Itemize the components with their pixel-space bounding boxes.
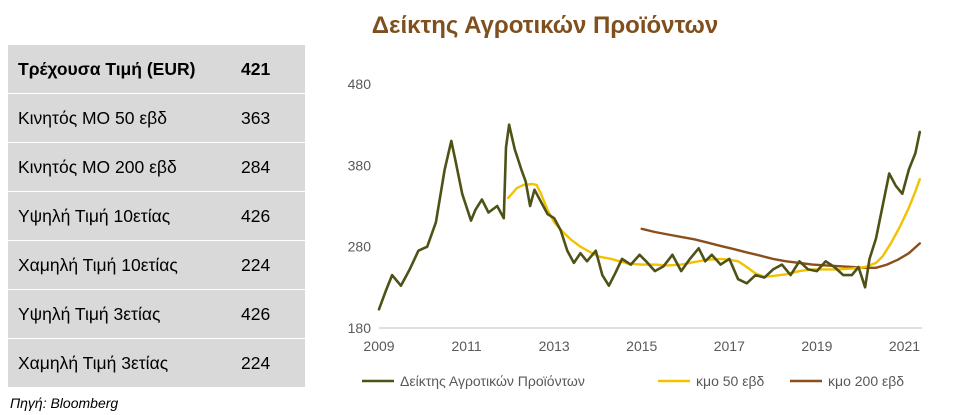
stats-row: Χαμηλή Τιμή 10ετίας 224	[8, 240, 305, 290]
stats-row-label: Κινητός ΜΟ 200 εβδ	[8, 142, 233, 192]
stats-row-value: 284	[233, 142, 305, 192]
stats-row-value: 421	[233, 45, 305, 94]
legend-label: Δείκτης Αγροτικών Προϊόντων	[400, 373, 585, 389]
stats-row-label: Χαμηλή Τιμή 10ετίας	[8, 240, 233, 290]
x-tick-label: 2009	[363, 338, 394, 354]
legend-label: κμο 200 εβδ	[828, 373, 904, 389]
chart-legend: Δείκτης Αγροτικών Προϊόντων κμο 50 εβδ κμο…	[362, 373, 904, 389]
stats-row-label: Υψηλή Τιμή 10ετίας	[8, 191, 233, 241]
stats-row-label: Υψηλή Τιμή 3ετίας	[8, 289, 233, 339]
y-tick-label: 280	[348, 239, 372, 255]
stats-row-value: 224	[233, 338, 305, 388]
series-lines	[377, 123, 922, 311]
stats-row: Υψηλή Τιμή 3ετίας 426	[8, 289, 305, 339]
stats-row-label: Χαμηλή Τιμή 3ετίας	[8, 338, 233, 388]
x-tick-label: 2017	[714, 338, 745, 354]
y-axis-labels: 180 280 380 480	[348, 76, 372, 336]
legend-label: κμο 50 εβδ	[696, 373, 764, 389]
stats-row: Υψηλή Τιμή 10ετίας 426	[8, 191, 305, 241]
series-line	[506, 177, 921, 279]
series-line	[377, 123, 922, 311]
x-axis-labels: 2009 2011 2013 2015 2017 2019 2021	[363, 338, 920, 354]
stats-row: Κινητός ΜΟ 200 εβδ 284	[8, 142, 305, 192]
chart-title: Δείκτης Αγροτικών Προϊόντων	[371, 12, 719, 39]
y-tick-label: 180	[348, 320, 372, 336]
source-note: Πηγή: Bloomberg	[10, 395, 119, 411]
stats-row-label: Κινητός ΜΟ 50 εβδ	[8, 93, 233, 143]
series-line	[640, 227, 921, 270]
stats-row-value: 363	[233, 93, 305, 143]
stats-row: Χαμηλή Τιμή 3ετίας 224	[8, 338, 305, 388]
x-tick-label: 2013	[539, 338, 570, 354]
line-chart: 180 280 380 480 2009 2011 2013 2015 2017 2019 202…	[348, 76, 922, 389]
stats-row: Τρέχουσα Τιμή (EUR) 421	[8, 45, 305, 94]
x-tick-label: 2019	[801, 338, 832, 354]
y-tick-label: 480	[348, 76, 372, 92]
stats-table: Τρέχουσα Τιμή (EUR) 421 Κινητός ΜΟ 50 εβδ 3…	[8, 45, 305, 388]
stats-row: Κινητός ΜΟ 50 εβδ 363	[8, 93, 305, 143]
x-tick-label: 2015	[626, 338, 657, 354]
stats-row-label: Τρέχουσα Τιμή (EUR)	[8, 45, 233, 94]
stats-row-value: 426	[233, 191, 305, 241]
stats-row-value: 426	[233, 289, 305, 339]
x-tick-label: 2021	[889, 338, 920, 354]
y-tick-label: 380	[348, 157, 372, 173]
x-tick-label: 2011	[452, 338, 482, 354]
stats-row-value: 224	[233, 240, 305, 290]
